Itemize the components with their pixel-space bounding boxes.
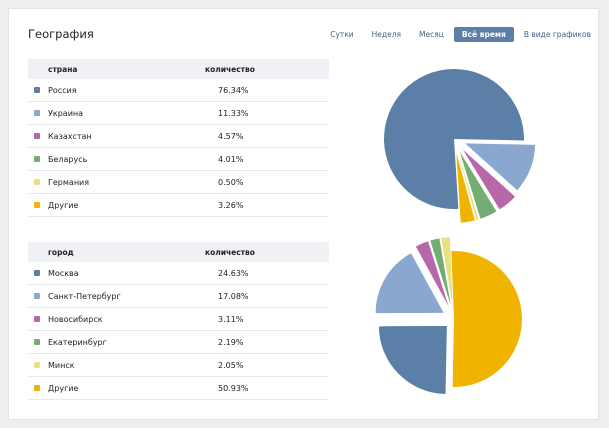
row-value: 2.05% [218,360,244,370]
row-name: Россия [48,85,77,95]
color-swatch [34,293,40,299]
pie-slice[interactable] [457,152,479,220]
column-header-country[interactable]: страна [48,64,78,74]
pie-slice[interactable] [462,149,515,210]
color-swatch [34,202,40,208]
country-table: страна количество Россия 76.34% Украина … [28,59,329,217]
color-swatch [34,110,40,116]
pie-slice[interactable] [465,143,536,191]
pie-slice[interactable] [456,152,475,223]
geography-card: География Сутки Неделя Месяц Всё время В… [8,8,599,420]
column-header-count[interactable]: количество [205,247,255,257]
table-row: Россия 76.34% [28,79,329,102]
table-row: Минск 2.05% [28,354,329,377]
row-value: 24.63% [218,268,249,278]
column-header-count[interactable]: количество [205,64,255,74]
color-swatch [34,156,40,162]
period-all-time-button[interactable]: Всё время [453,26,514,42]
row-name: Украина [48,108,84,118]
row-name: Москва [48,268,79,278]
color-swatch [34,179,40,185]
row-name: Минск [48,360,75,370]
color-swatch [34,385,40,391]
row-name: Казахстан [48,131,92,141]
color-swatch [34,133,40,139]
city-table: город количество Москва 24.63% Санкт-Пет… [28,242,329,400]
city-pie-chart[interactable] [369,234,539,404]
row-name: Беларусь [48,154,88,164]
row-value: 11.33% [218,108,249,118]
row-name: Санкт-Петербург [48,291,121,301]
pie-slice[interactable] [375,253,444,314]
period-day-button[interactable]: Сутки [330,29,354,39]
table-row: Москва 24.63% [28,262,329,285]
table-row: Украина 11.33% [28,102,329,125]
table-row: Екатеринбург 2.19% [28,331,329,354]
row-value: 0.50% [218,177,244,187]
row-name: Екатеринбург [48,337,107,347]
table-row: Санкт-Петербург 17.08% [28,285,329,308]
row-name: Другие [48,200,79,210]
pie-slice[interactable] [378,326,447,394]
table-header: страна количество [28,59,329,79]
table-header: город количество [28,242,329,262]
row-name: Другие [48,383,79,393]
row-name: Новосибирск [48,314,103,324]
column-header-city[interactable]: город [48,247,74,257]
pie-slice[interactable] [451,251,522,387]
row-value: 4.01% [218,154,244,164]
row-value: 3.11% [218,314,244,324]
country-pie-chart[interactable] [369,54,539,224]
table-row: Беларусь 4.01% [28,148,329,171]
card-title: География [28,27,94,41]
row-value: 4.57% [218,131,244,141]
color-swatch [34,87,40,93]
period-month-button[interactable]: Месяц [419,29,444,39]
row-name: Германия [48,177,90,187]
row-value: 2.19% [218,337,244,347]
row-value: 76.34% [218,85,249,95]
table-row: Новосибирск 3.11% [28,308,329,331]
period-week-button[interactable]: Неделя [371,29,402,39]
pie-slice[interactable] [441,237,453,306]
table-row: Другие 50.93% [28,377,329,400]
row-value: 17.08% [218,291,249,301]
view-as-charts-link[interactable]: В виде графиков [523,29,591,39]
color-swatch [34,270,40,276]
pie-slice[interactable] [430,238,451,306]
row-value: 50.93% [218,383,249,393]
pie-slice[interactable] [384,68,524,209]
table-row: Германия 0.50% [28,171,329,194]
table-row: Казахстан 4.57% [28,125,329,148]
pie-slice[interactable] [459,151,497,219]
color-swatch [34,362,40,368]
color-swatch [34,316,40,322]
row-value: 3.26% [218,200,244,210]
pie-slice[interactable] [415,241,449,307]
period-selector: Сутки Неделя Месяц Всё время В виде граф… [309,26,599,42]
table-row: Другие 3.26% [28,194,329,217]
color-swatch [34,339,40,345]
